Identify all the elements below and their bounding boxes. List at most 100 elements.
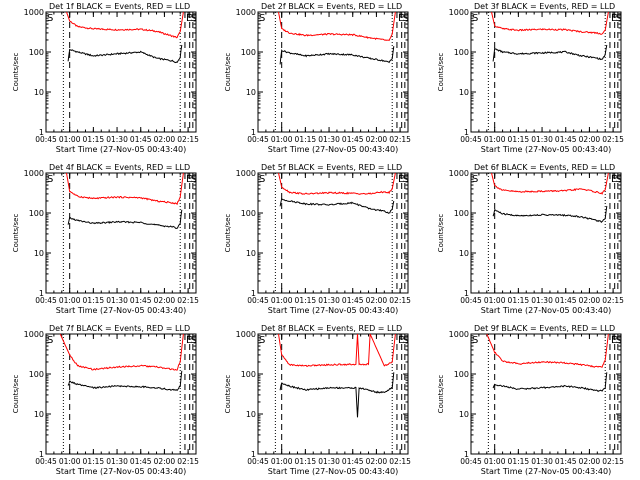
marker-s: S — [191, 13, 197, 24]
x-tick-label: 02:15 — [177, 457, 199, 466]
chart-title: Det 3f BLACK = Events, RED = LLD — [474, 2, 615, 11]
x-tick-label: 01:00 — [59, 296, 81, 305]
chart-title: Det 8f BLACK = Events, RED = LLD — [261, 324, 402, 333]
y-tick-label: 1000 — [24, 169, 44, 178]
x-tick-label: 02:00 — [579, 296, 601, 305]
marker-s: S — [616, 335, 622, 346]
y-tick-label: 100 — [29, 48, 44, 57]
marker-s: S — [403, 174, 409, 185]
x-tick-label: 02:00 — [154, 457, 176, 466]
chart-panel-8: Det 8f BLACK = Events, RED = LLD 1 10 100 10… — [224, 324, 411, 476]
x-tick-label: 00:45 — [35, 457, 57, 466]
chart-title: Det 9f BLACK = Events, RED = LLD — [474, 324, 615, 333]
x-tick-label: 02:15 — [602, 135, 624, 144]
x-tick-label: 00:45 — [460, 457, 482, 466]
series-line-red — [278, 173, 396, 195]
y-axis-label: Counts/sec — [224, 214, 232, 253]
y-tick-label: 1000 — [24, 8, 44, 17]
x-tick-label: 01:45 — [130, 457, 152, 466]
y-tick-label: 1000 — [24, 330, 44, 339]
y-axis-label: Counts/sec — [437, 53, 445, 92]
plot-frame — [257, 11, 409, 133]
x-tick-label: 02:15 — [389, 296, 411, 305]
x-tick-label: 01:15 — [83, 135, 105, 144]
series-line-black — [279, 46, 395, 65]
x-tick-label: 01:30 — [106, 135, 128, 144]
chart-title: Det 5f BLACK = Events, RED = LLD — [261, 163, 402, 172]
y-axis-label: Counts/sec — [12, 375, 20, 414]
y-tick-label: 1000 — [449, 330, 469, 339]
plot-frame — [45, 11, 197, 133]
marker-s: S — [403, 13, 409, 24]
y-tick-label: 10 — [34, 88, 44, 97]
marker-e: E — [611, 13, 617, 24]
x-tick-label: 01:30 — [106, 457, 128, 466]
x-tick-label: 02:00 — [366, 296, 388, 305]
series-line-red — [486, 334, 609, 368]
y-axis-label: Counts/sec — [224, 53, 232, 92]
x-tick-label: 02:15 — [389, 457, 411, 466]
y-tick-label: 100 — [29, 370, 44, 379]
marker-s: S — [47, 174, 53, 185]
marker-s: S — [403, 335, 409, 346]
x-axis-label: Start Time (27-Nov-05 00:43:40) — [481, 467, 611, 476]
x-tick-label: 01:15 — [508, 135, 530, 144]
y-tick-label: 10 — [459, 88, 469, 97]
x-tick-label: 01:45 — [555, 457, 577, 466]
y-tick-label: 1000 — [449, 169, 469, 178]
x-tick-label: 02:15 — [602, 457, 624, 466]
y-tick-label: 10 — [34, 249, 44, 258]
x-axis-label: Start Time (27-Nov-05 00:43:40) — [481, 145, 611, 154]
chart-title: Det 1f BLACK = Events, RED = LLD — [49, 2, 190, 11]
x-axis-label: Start Time (27-Nov-05 00:43:40) — [268, 306, 398, 315]
series-line-red — [491, 12, 609, 35]
y-tick-label: 1 — [464, 128, 469, 137]
x-tick-label: 01:15 — [83, 296, 105, 305]
chart-title: Det 2f BLACK = Events, RED = LLD — [261, 2, 402, 11]
x-tick-label: 01:30 — [318, 135, 340, 144]
y-tick-label: 1000 — [236, 330, 256, 339]
plot-frame — [257, 333, 409, 455]
marker-s: S — [259, 13, 265, 24]
marker-s: S — [47, 13, 53, 24]
x-tick-label: 01:00 — [484, 296, 506, 305]
marker-s: S — [191, 335, 197, 346]
plot-frame — [470, 333, 622, 455]
x-tick-label: 02:00 — [366, 457, 388, 466]
marker-s: S — [259, 174, 265, 185]
x-tick-label: 02:00 — [579, 457, 601, 466]
x-tick-label: 00:45 — [247, 135, 269, 144]
x-axis-label: Start Time (27-Nov-05 00:43:40) — [481, 306, 611, 315]
series-line-black — [492, 372, 608, 393]
x-tick-label: 01:30 — [318, 296, 340, 305]
y-tick-label: 100 — [241, 209, 256, 218]
x-tick-label: 01:00 — [271, 457, 293, 466]
y-tick-label: 1000 — [236, 8, 256, 17]
chart-panel-2: Det 2f BLACK = Events, RED = LLD 1 10 100 10… — [224, 2, 411, 154]
plot-frame — [45, 172, 197, 294]
plot-frame — [470, 172, 622, 294]
chart-title: Det 7f BLACK = Events, RED = LLD — [49, 324, 190, 333]
marker-e: E — [398, 174, 404, 185]
x-tick-label: 00:45 — [35, 296, 57, 305]
y-tick-label: 1 — [464, 289, 469, 298]
x-tick-label: 01:00 — [271, 296, 293, 305]
x-tick-label: 01:30 — [318, 457, 340, 466]
series-line-red — [491, 173, 609, 195]
y-tick-label: 10 — [246, 410, 256, 419]
x-tick-label: 01:30 — [531, 457, 553, 466]
y-tick-label: 1 — [39, 128, 44, 137]
x-tick-label: 00:45 — [247, 457, 269, 466]
y-tick-label: 10 — [246, 249, 256, 258]
y-tick-label: 100 — [241, 48, 256, 57]
y-tick-label: 10 — [34, 410, 44, 419]
x-tick-label: 01:15 — [295, 135, 317, 144]
x-tick-label: 00:45 — [35, 135, 57, 144]
marker-e: E — [398, 13, 404, 24]
marker-e: E — [611, 335, 617, 346]
x-tick-label: 01:15 — [508, 296, 530, 305]
series-line-red — [66, 173, 184, 206]
y-tick-label: 1000 — [236, 169, 256, 178]
x-tick-label: 00:45 — [460, 135, 482, 144]
chart-title: Det 6f BLACK = Events, RED = LLD — [474, 163, 615, 172]
